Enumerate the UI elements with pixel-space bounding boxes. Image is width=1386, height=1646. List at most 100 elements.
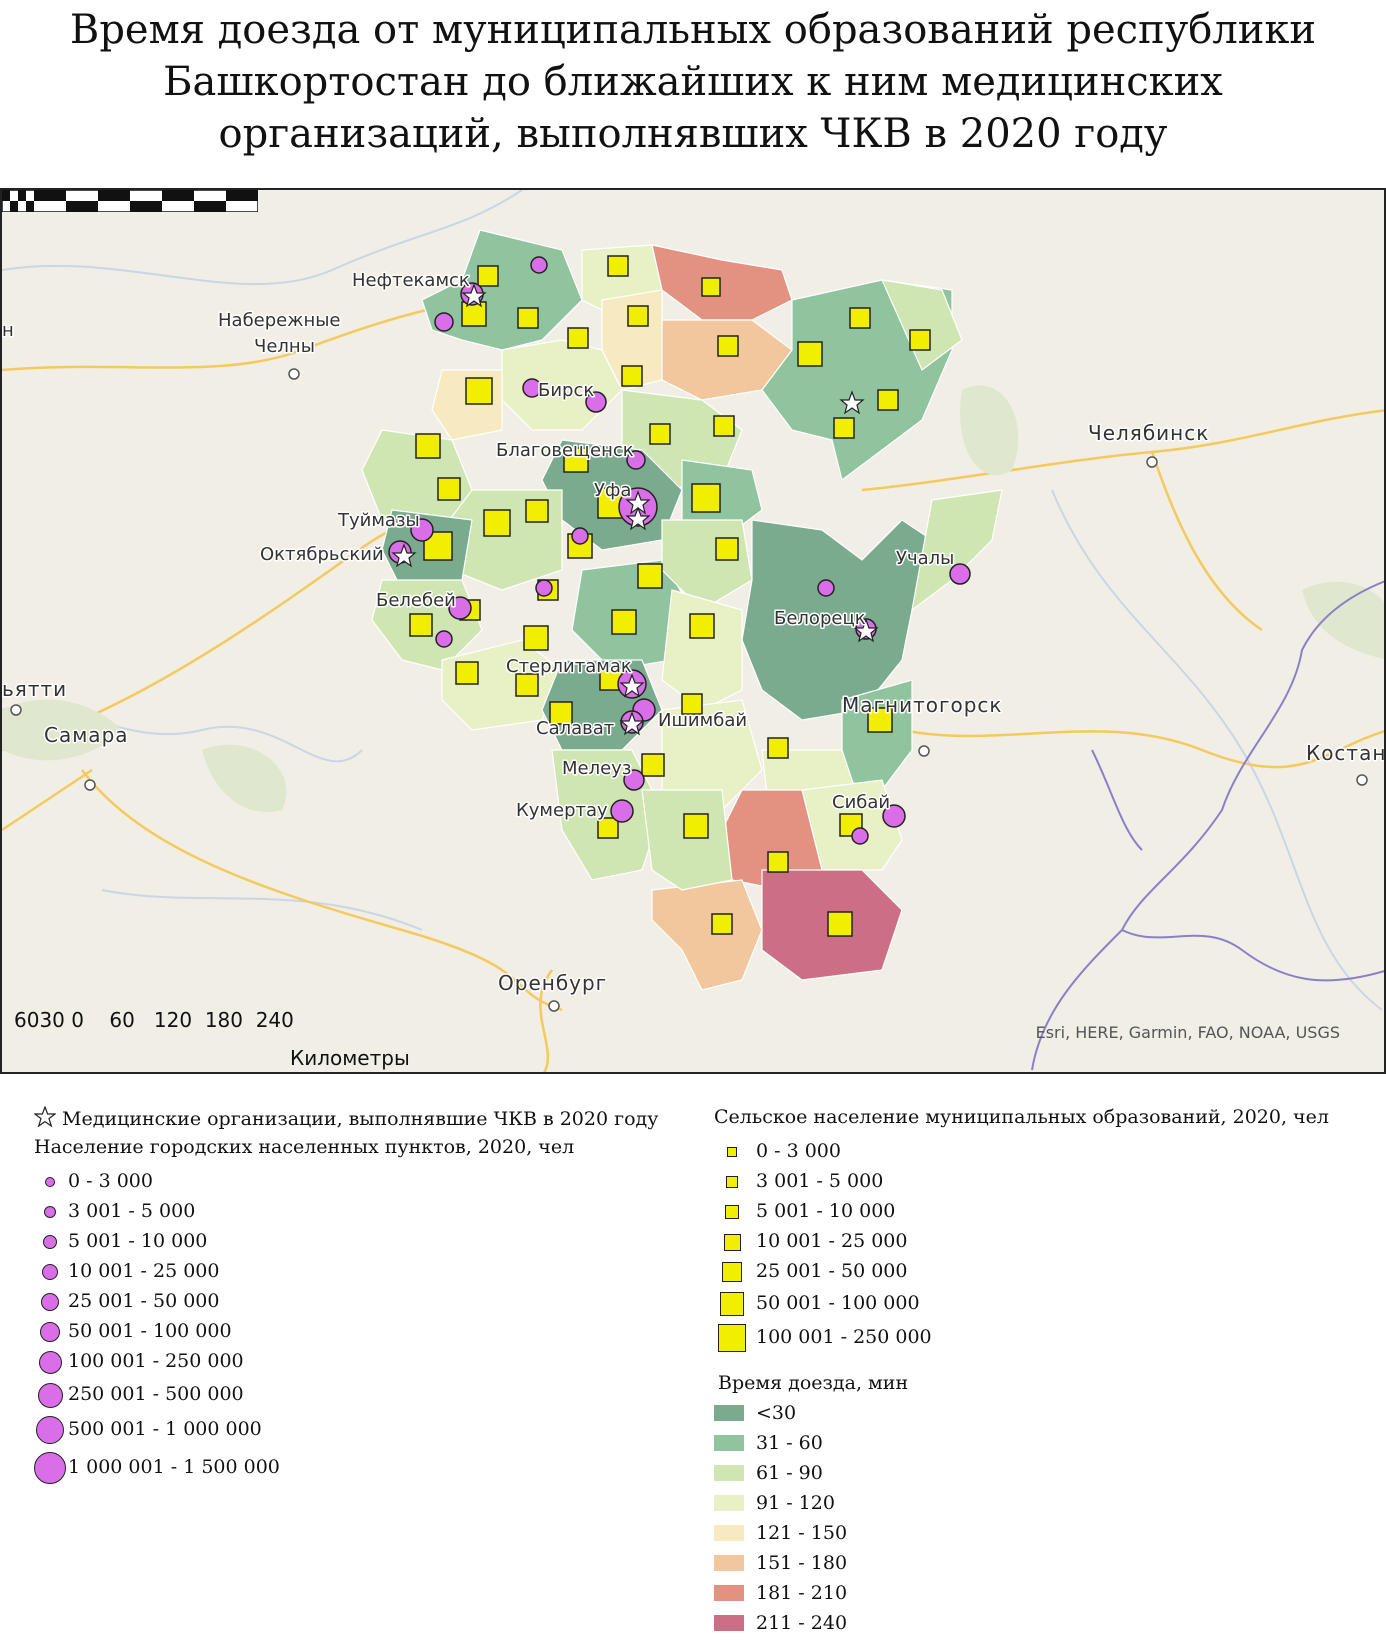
district-north-b <box>651 244 793 321</box>
region-border <box>1031 580 1384 1071</box>
district-uchaly <box>911 489 1003 612</box>
pci-stars <box>391 283 879 736</box>
rural-square-icon <box>725 1205 739 1219</box>
legend-time-label: 181 - 210 <box>756 1582 848 1604</box>
title-line-2: Башкортостан до ближайших к ним медицинс… <box>163 59 1223 105</box>
legend-rural-label: 5 001 - 10 000 <box>756 1200 896 1222</box>
legend-urban-label: 500 001 - 1 000 000 <box>68 1418 262 1440</box>
district-south-f <box>651 879 763 991</box>
rural-square-icon <box>727 1147 737 1157</box>
legend-time-label: 91 - 120 <box>756 1492 835 1514</box>
scale-unit-label: Километры <box>290 1046 410 1070</box>
legend-urban-label: 50 001 - 100 000 <box>68 1320 232 1342</box>
urban-circle-icon <box>40 1322 60 1342</box>
label-sibai: Сибай <box>832 792 890 813</box>
legend-time-label: 61 - 90 <box>756 1462 823 1484</box>
label-orenburg: Оренбург <box>498 971 607 995</box>
legend-urban-title: Население городских населенных пунктов, … <box>34 1136 575 1158</box>
legend-urban-label: 10 001 - 25 000 <box>68 1260 220 1282</box>
legend-urban-label: 100 001 - 250 000 <box>68 1350 244 1372</box>
legend-time-label: 121 - 150 <box>756 1522 848 1544</box>
label-tolyatti-partial: ьятти <box>2 677 67 701</box>
rural-square-icon <box>723 1233 741 1251</box>
urban-circle-icon <box>36 1416 64 1444</box>
rural-square-icon <box>726 1176 738 1188</box>
time-swatch <box>714 1495 744 1511</box>
urban-circle-icon <box>42 1264 58 1280</box>
time-swatch <box>714 1615 744 1631</box>
label-chelny: Челны <box>254 336 315 357</box>
legend-rural-label: 3 001 - 5 000 <box>756 1170 884 1192</box>
time-swatch <box>714 1555 744 1571</box>
legend-urban-label: 3 001 - 5 000 <box>68 1200 196 1222</box>
label-uchaly: Учалы <box>896 548 954 569</box>
label-edge-partial: н <box>2 320 14 341</box>
rural-square-icon <box>718 1324 746 1352</box>
title-line-1: Время доезда от муниципальных образовани… <box>69 7 1317 53</box>
place-dots <box>10 368 1368 1012</box>
urban-circle-icon <box>41 1293 59 1311</box>
legend-star-title: Медицинские организации, выполнявшие ЧКВ… <box>62 1108 659 1130</box>
star-icon <box>33 1105 57 1128</box>
label-neftekamsk: Нефтекамск <box>352 270 470 291</box>
district-center-d <box>661 589 743 711</box>
map-canvas: Нефтекамск Набережные Челны Бирск Благов… <box>2 190 1386 1072</box>
rural-squares <box>409 255 931 937</box>
legend-star-row: Медицинские организации, выполнявшие ЧКВ… <box>33 1105 659 1130</box>
legend-rural-label: 10 001 - 25 000 <box>756 1230 908 1252</box>
label-kumertau: Кумертау <box>516 800 608 821</box>
legend-rural-label: 50 001 - 100 000 <box>756 1292 920 1314</box>
urban-circle-icon <box>34 1452 66 1484</box>
urban-circle-icon <box>44 1206 56 1218</box>
legend-time-label: <30 <box>756 1402 797 1424</box>
label-salavat: Салават <box>536 718 614 739</box>
legend-time-label: 211 - 240 <box>756 1612 848 1634</box>
label-sterlitamak: Стерлитамак <box>506 656 632 677</box>
time-swatch <box>714 1525 744 1541</box>
basemap-forests <box>2 385 1384 812</box>
legend-urban-label: 25 001 - 50 000 <box>68 1290 220 1312</box>
urban-circle-icon <box>43 1235 57 1249</box>
urban-circle-icon <box>38 1350 62 1374</box>
legend-rural-label: 0 - 3 000 <box>756 1140 841 1162</box>
district-southwest-b <box>441 639 563 731</box>
label-belebey: Белебей <box>376 590 456 611</box>
district-northeast-b <box>880 279 963 371</box>
legend-rural-title: Сельское население муниципальных образов… <box>714 1106 1329 1128</box>
label-magnitogorsk: Магнитогорск <box>842 693 1003 717</box>
map-title: Время доезда от муниципальных образовани… <box>0 4 1386 160</box>
title-line-3: организаций, выполнявших ЧКВ в 2020 году <box>218 111 1168 157</box>
time-swatch <box>714 1465 744 1481</box>
label-beloretsk: Белорецк <box>774 608 866 629</box>
legend-urban-label: 1 000 001 - 1 500 000 <box>68 1456 280 1478</box>
legend-rural-label: 100 001 - 250 000 <box>756 1326 932 1348</box>
scale-bar <box>2 190 258 212</box>
legend-rural-label: 25 001 - 50 000 <box>756 1260 908 1282</box>
legend-urban: Медицинские организации, выполнявшие ЧКВ… <box>33 1105 714 1506</box>
time-swatch <box>714 1585 744 1601</box>
label-birsk: Бирск <box>538 380 594 401</box>
rural-square-icon <box>720 1292 744 1316</box>
time-swatch <box>714 1435 744 1451</box>
label-naberezhnye: Набережные <box>218 310 341 331</box>
scale-numbers: 6030 0 60 120 180 240 <box>14 1008 294 1032</box>
rural-square-icon <box>722 1262 742 1282</box>
map-labels: Нефтекамск Набережные Челны Бирск Благов… <box>2 269 1386 997</box>
map-frame[interactable]: Нефтекамск Набережные Челны Бирск Благов… <box>0 188 1386 1074</box>
urban-circle-icon <box>37 1382 63 1408</box>
legend-rural-and-time: Сельское население муниципальных образов… <box>714 1106 1374 1646</box>
label-oktyabrsky: Октябрьский <box>260 544 384 565</box>
label-ishimbay: Ишимбай <box>658 710 747 731</box>
legend-time-label: 151 - 180 <box>756 1552 848 1574</box>
legend-urban-label: 0 - 3 000 <box>68 1170 153 1192</box>
label-ufa: Уфа <box>594 480 631 501</box>
district-south-g <box>641 789 733 891</box>
time-swatch <box>714 1405 744 1421</box>
legend-time-label: 31 - 60 <box>756 1432 823 1454</box>
label-blagoveshchensk: Благовещенск <box>496 440 634 461</box>
legend-urban-label: 5 001 - 10 000 <box>68 1230 208 1252</box>
label-tuimazy: Туймазы <box>337 510 420 531</box>
legend-urban-label: 250 001 - 500 000 <box>68 1383 244 1405</box>
urban-circle-icon <box>45 1177 55 1187</box>
label-kostanay-partial: Костан <box>1306 741 1386 765</box>
